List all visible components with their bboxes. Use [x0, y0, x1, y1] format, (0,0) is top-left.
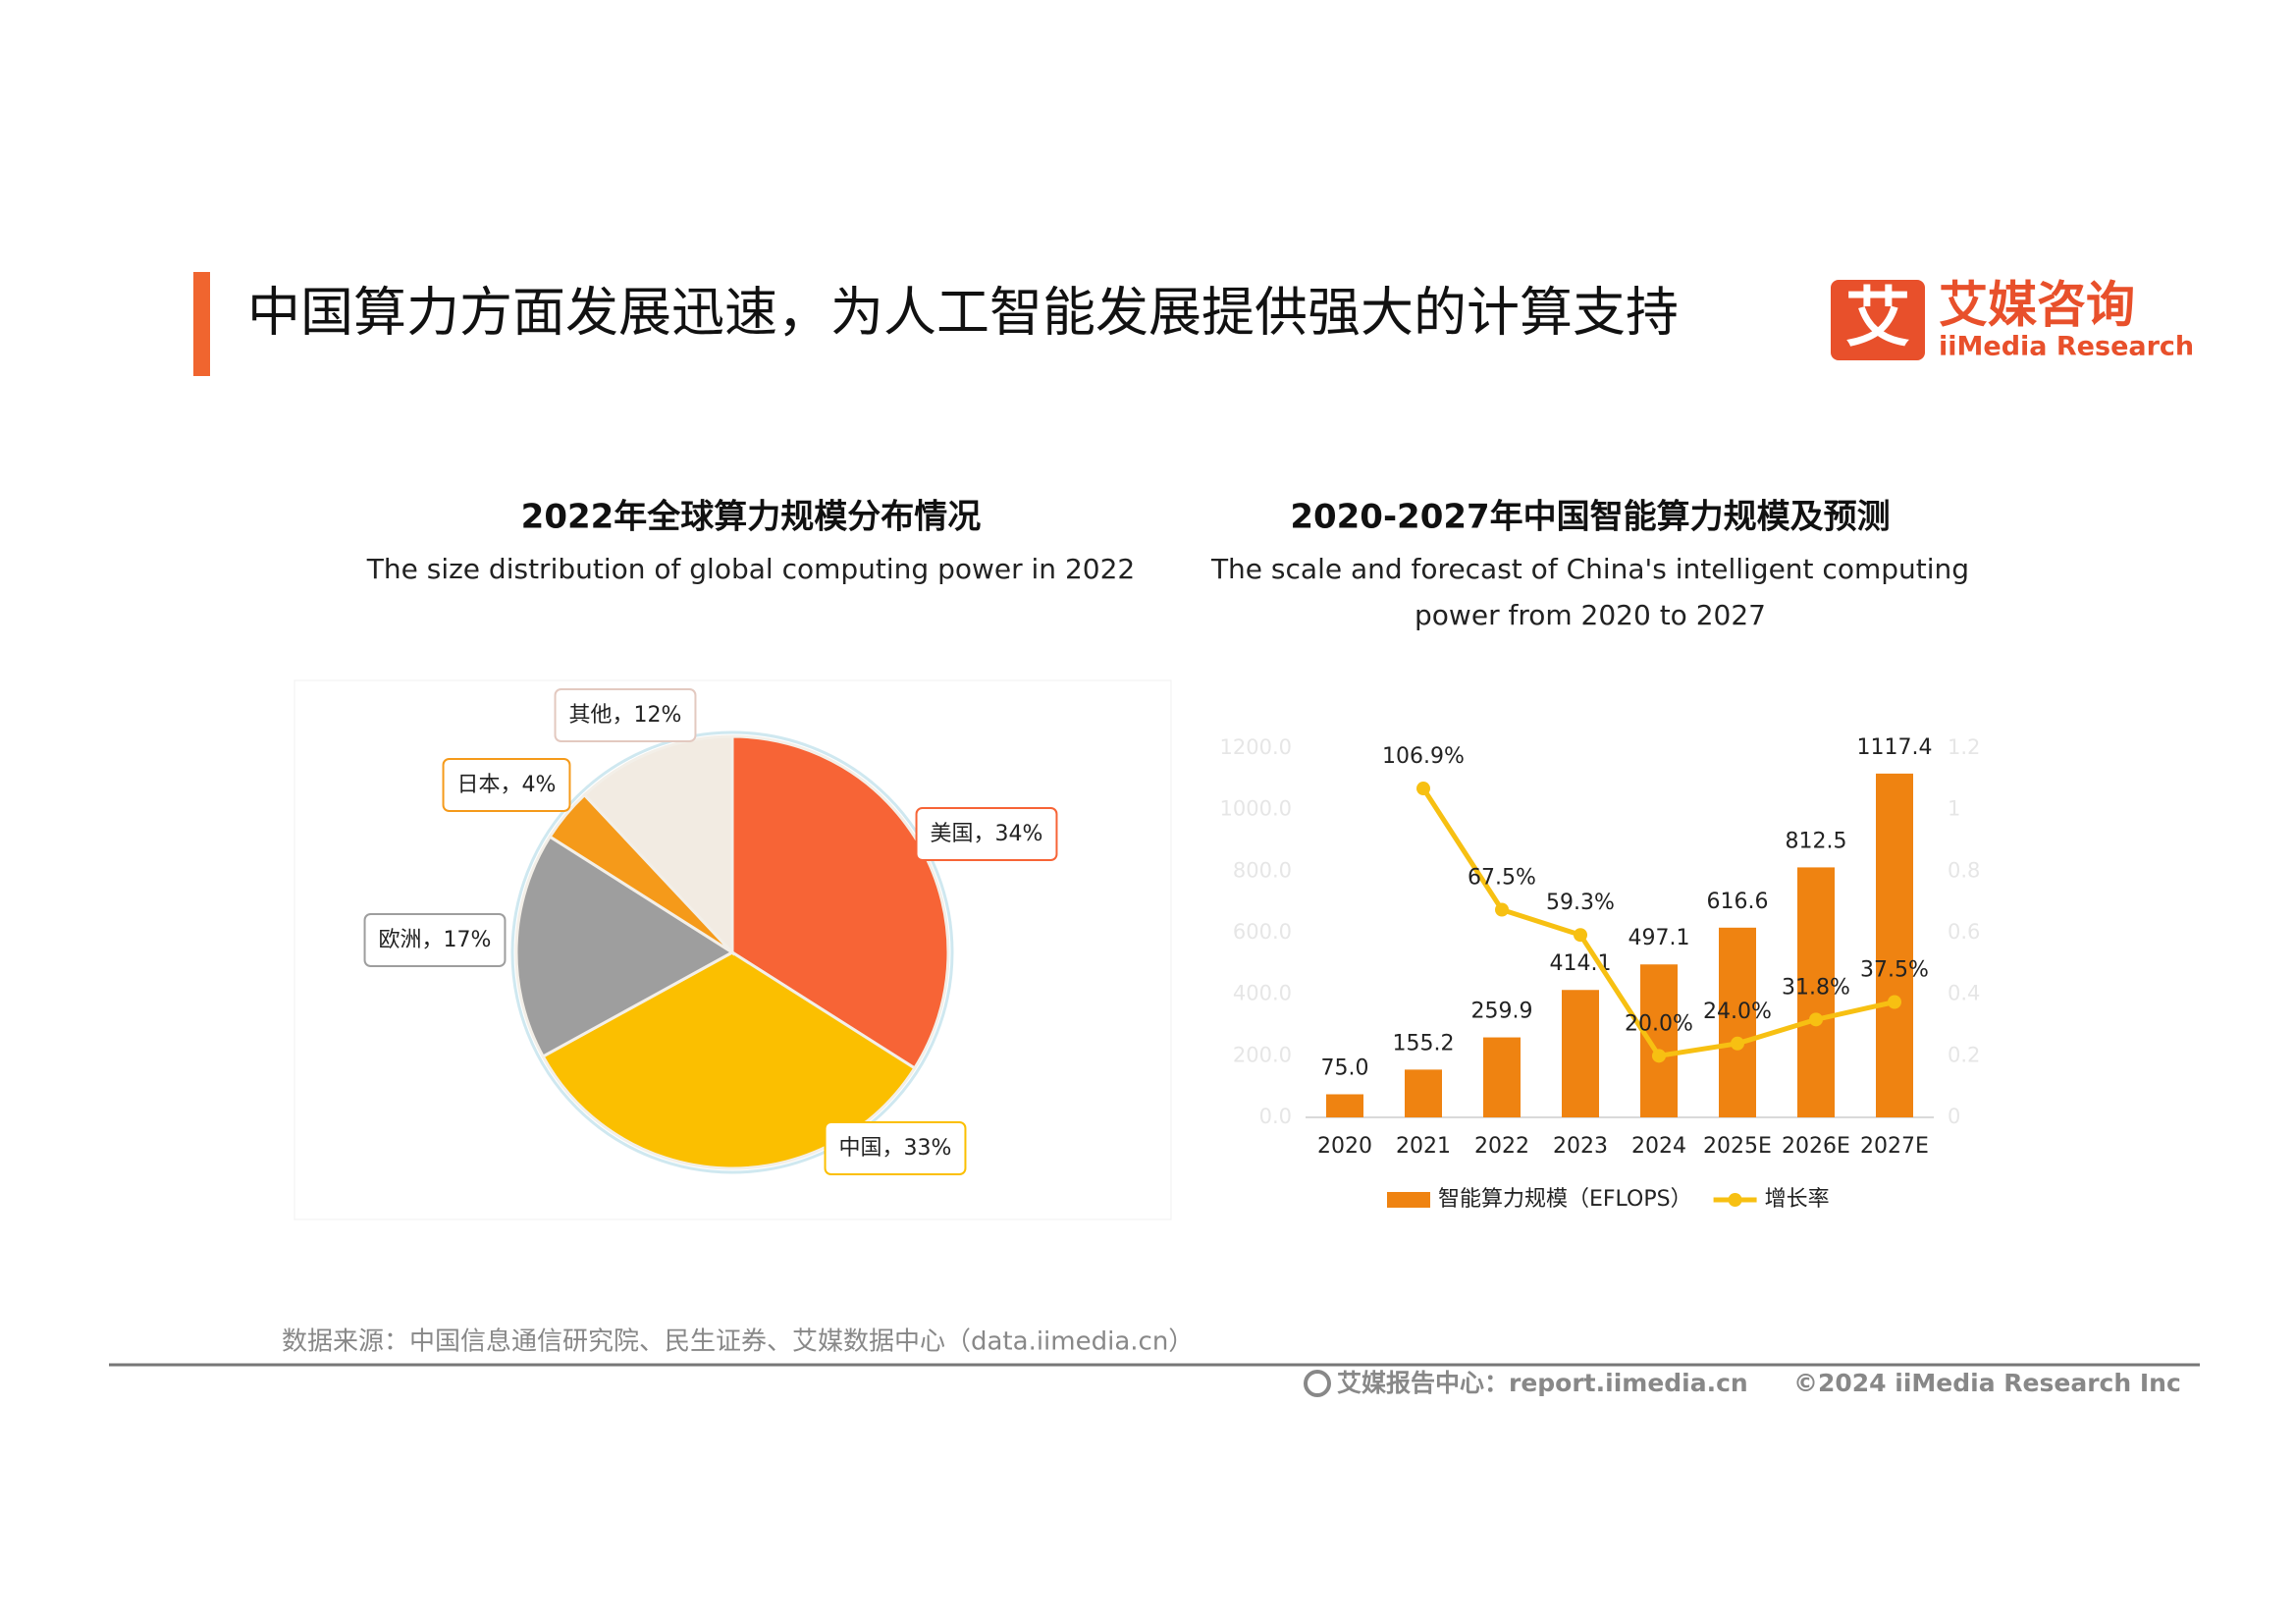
- footer-icon: [1304, 1370, 1331, 1397]
- x-tick-label: 2027E: [1860, 1134, 1929, 1159]
- data-label: 其他，12%: [569, 703, 682, 728]
- bar: [1483, 1037, 1521, 1117]
- x-tick-label: 2024: [1631, 1134, 1686, 1159]
- x-tick-label: 2025E: [1703, 1134, 1772, 1159]
- data-label: 106.9%: [1382, 744, 1465, 769]
- data-label: 中国，33%: [839, 1136, 952, 1161]
- y2-tick-label: 1: [1948, 797, 1960, 821]
- y2-tick-label: 0.2: [1948, 1043, 1980, 1066]
- y2-tick-label: 0.8: [1948, 858, 1980, 882]
- page-title: 中国算力方面发展迅速，为人工智能发展提供强大的计算支持: [247, 282, 1679, 344]
- x-tick-label: 2023: [1553, 1134, 1608, 1159]
- y2-tick-label: 0: [1948, 1105, 1960, 1128]
- line-point: [1809, 1012, 1823, 1027]
- y2-tick-label: 1.2: [1948, 735, 1980, 759]
- y2-tick-label: 0.6: [1948, 920, 1980, 944]
- pie-slice: [582, 734, 734, 956]
- data-label: 155.2: [1393, 1031, 1455, 1056]
- x-tick-label: 2026E: [1782, 1134, 1850, 1159]
- logo-name-en: iiMedia Research: [1939, 332, 2194, 362]
- data-label: 24.0%: [1703, 1000, 1772, 1024]
- line-point: [1574, 928, 1587, 943]
- pie-frame: [294, 679, 1172, 1220]
- y-tick-label: 200.0: [1233, 1043, 1292, 1066]
- bar: [1562, 990, 1599, 1117]
- bar: [1797, 867, 1835, 1117]
- data-label: 259.9: [1471, 1000, 1533, 1024]
- footer-report: 艾媒报告中心：report.iimedia.cn: [1337, 1369, 1748, 1397]
- bar: [1719, 927, 1756, 1117]
- chart-subtitle: The size distribution of global computin…: [366, 553, 1136, 585]
- y-tick-label: 800.0: [1233, 858, 1292, 882]
- footer-copyright: ©2024 iiMedia Research Inc: [1793, 1369, 2181, 1397]
- data-label: 75.0: [1321, 1056, 1369, 1081]
- label-box: [915, 807, 1058, 861]
- chart-title: 2020-2027年中国智能算力规模及预测: [1290, 498, 1890, 537]
- line-point: [1731, 1036, 1744, 1051]
- bar: [1326, 1094, 1363, 1117]
- data-label: 美国，34%: [931, 822, 1043, 846]
- logo-name: 艾媒咨询: [1939, 277, 2135, 334]
- line-point: [1495, 902, 1509, 917]
- legend-swatch: [1728, 1193, 1742, 1207]
- line-point: [1416, 782, 1430, 796]
- y-tick-label: 1200.0: [1220, 735, 1292, 759]
- pie-halo: [510, 731, 954, 1174]
- data-label: 20.0%: [1625, 1011, 1693, 1036]
- line-point: [1652, 1049, 1666, 1063]
- legend-label: 增长率: [1765, 1187, 1830, 1212]
- data-label: 31.8%: [1782, 975, 1850, 1000]
- data-label: 59.3%: [1546, 891, 1615, 915]
- data-label: 67.5%: [1468, 866, 1536, 891]
- y2-tick-label: 0.4: [1948, 982, 1980, 1005]
- label-box: [824, 1121, 967, 1175]
- chart-subtitle: The scale and forecast of China's intell…: [1210, 553, 1970, 631]
- source: 数据来源：中国信息通信研究院、民生证券、艾媒数据中心（data.iimedia.…: [282, 1327, 1194, 1357]
- x-tick-label: 2021: [1396, 1134, 1451, 1159]
- label-box: [442, 758, 571, 812]
- legend-label: 智能算力规模（EFLOPS）: [1438, 1187, 1692, 1212]
- bar: [1405, 1069, 1442, 1117]
- logo-box: [1831, 280, 1925, 360]
- chart-title: 2022年全球算力规模分布情况: [521, 498, 982, 537]
- data-label: 37.5%: [1860, 958, 1929, 983]
- y-tick-label: 600.0: [1233, 920, 1292, 944]
- bar: [1640, 964, 1678, 1117]
- data-label: 616.6: [1707, 890, 1769, 914]
- legend-swatch: [1387, 1192, 1430, 1208]
- x-tick-label: 2022: [1474, 1134, 1529, 1159]
- data-label: 日本，4%: [457, 773, 557, 797]
- label-box: [363, 913, 507, 967]
- label-box: [554, 688, 697, 742]
- y-tick-label: 0.0: [1259, 1105, 1292, 1128]
- x-tick-label: 2020: [1317, 1134, 1372, 1159]
- pie-slice: [514, 835, 735, 1059]
- y-tick-label: 1000.0: [1220, 797, 1292, 821]
- data-label: 1117.4: [1857, 735, 1933, 760]
- line-point: [1888, 995, 1901, 1009]
- data-label: 812.5: [1786, 829, 1847, 853]
- bar: [1876, 773, 1913, 1117]
- logo-mark: 艾: [1845, 280, 1910, 355]
- y-tick-label: 400.0: [1233, 982, 1292, 1005]
- data-label: 欧洲，17%: [379, 928, 492, 952]
- title-accent: [193, 272, 210, 376]
- data-label: 497.1: [1629, 926, 1690, 950]
